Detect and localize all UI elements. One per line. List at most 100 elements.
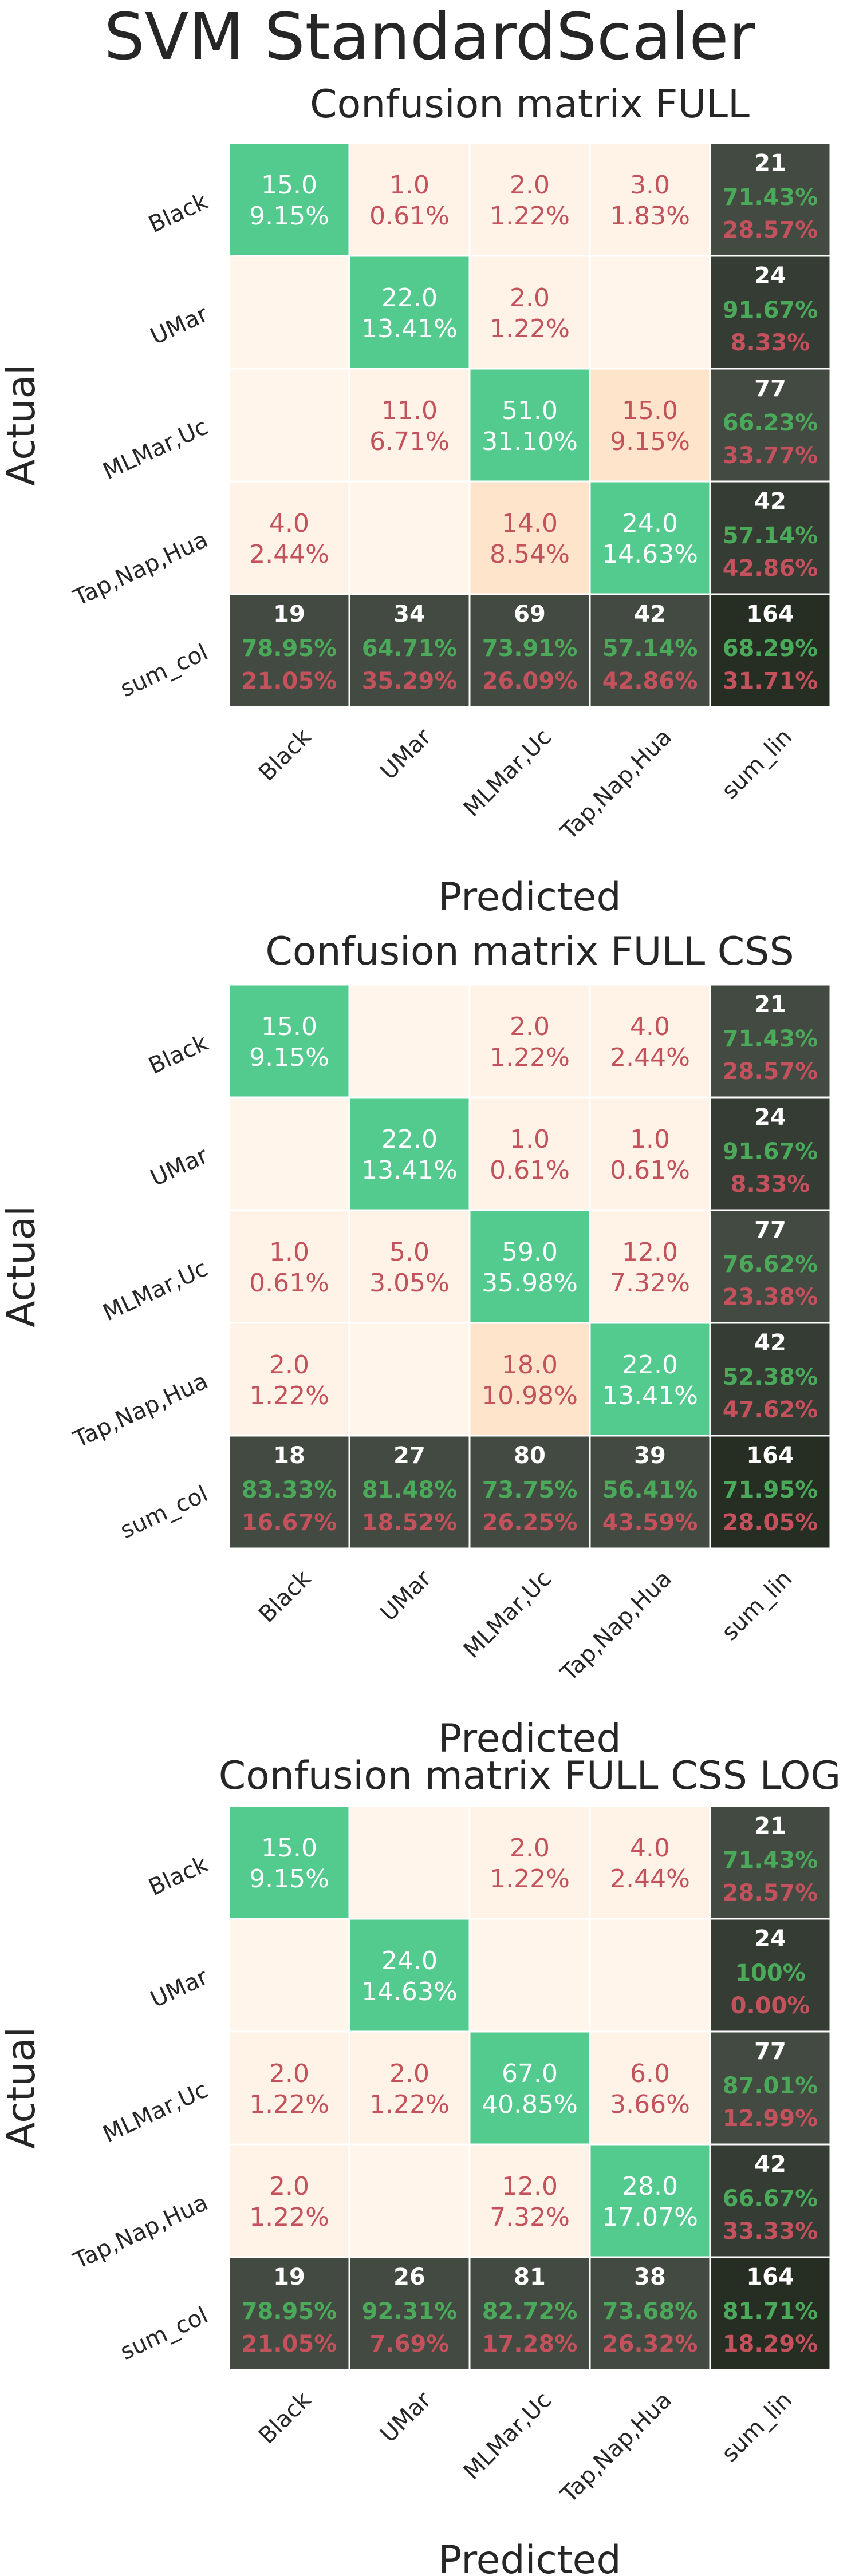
- x-tick-label: MLMar,Uc: [459, 724, 557, 822]
- y-tick-label: Black: [145, 1851, 212, 1901]
- matrix-cell: [350, 482, 469, 594]
- cell-percent-label: 0.61%: [369, 202, 450, 231]
- y-axis-label: Actual: [0, 364, 44, 486]
- cell-background: [230, 2032, 349, 2144]
- margin-total-label: 19: [273, 2264, 305, 2290]
- margin-cell: 69 73.91% 26.09%: [470, 595, 589, 706]
- margin-cell: 19 78.95% 21.05%: [230, 595, 349, 706]
- cell-background: [470, 2032, 589, 2144]
- matrix-cell: [230, 256, 349, 368]
- matrix-cell: 4.02.44%: [230, 482, 349, 594]
- cell-background: [350, 256, 469, 368]
- cell-background: [470, 2145, 589, 2257]
- margin-error-label: 28.57%: [723, 1880, 818, 1906]
- cell-count-label: 2.0: [510, 1012, 550, 1041]
- margin-cell-background: [711, 1436, 830, 1548]
- cell-count-label: 1.0: [389, 171, 430, 200]
- margin-cell-background: [711, 985, 830, 1097]
- margin-cell: 39 56.41% 43.59%: [590, 1436, 710, 1548]
- confusion-matrix-panel-1: Confusion matrix FULL 15.0 9.15% 1.0 0.61% 2.…: [0, 74, 859, 922]
- margin-error-label: 16.67%: [242, 1510, 337, 1536]
- margin-error-label: 17.28%: [482, 2331, 578, 2357]
- cell-percent-label: 10.98%: [482, 1381, 578, 1411]
- y-tick-label: sum_col: [116, 1481, 212, 1544]
- cell-background: [470, 1807, 589, 1918]
- cell-percent-label: 1.22%: [249, 1381, 329, 1411]
- cell-background: [350, 144, 469, 255]
- cell-background: [470, 1211, 589, 1322]
- y-tick-label: Tap,Nap,Hua: [69, 2190, 212, 2275]
- cell-percent-label: 9.15%: [249, 202, 329, 231]
- x-tick-label: Black: [254, 2387, 317, 2449]
- margin-cell-background: [711, 1211, 830, 1322]
- cell-count-label: 15.0: [261, 1834, 317, 1863]
- cell-background: [350, 369, 469, 481]
- margin-cell: 164 68.29% 31.71%: [711, 595, 830, 706]
- cell-count-label: 2.0: [510, 1834, 550, 1863]
- cell-count-label: 12.0: [502, 2172, 558, 2201]
- confusion-matrix-chart-1: Confusion matrix FULL15.09.15%1.00.61%2.…: [0, 82, 830, 920]
- y-tick-label: sum_col: [116, 2302, 212, 2365]
- cell-background: [590, 1211, 710, 1322]
- margin-total-label: 164: [746, 601, 794, 627]
- cell-percent-label: 3.05%: [369, 1269, 450, 1298]
- x-axis-label: Predicted: [438, 875, 621, 920]
- margin-cell: 24 91.67% 8.33%: [711, 1098, 830, 1210]
- margin-error-label: 23.38%: [723, 1284, 818, 1310]
- margin-error-label: 18.29%: [723, 2331, 818, 2357]
- cell-background: [230, 256, 349, 368]
- cell-background: [470, 985, 589, 1097]
- margin-correct-label: 76.62%: [723, 1251, 818, 1278]
- cell-percent-label: 1.22%: [490, 314, 570, 343]
- margin-cell: 80 73.75% 26.25%: [470, 1436, 589, 1548]
- matrix-cell: 15.09.15%: [230, 1807, 349, 1918]
- matrix-cell: 12.07.32%: [590, 1211, 710, 1322]
- matrix-cell: 18.010.98%: [470, 1323, 589, 1435]
- matrix-cell: [230, 1919, 349, 2031]
- margin-total-label: 24: [754, 1104, 786, 1131]
- margin-correct-label: 100%: [735, 1960, 806, 1986]
- margin-cell-background: [350, 2258, 469, 2369]
- margin-correct-label: 52.38%: [723, 1364, 818, 1390]
- margin-total-label: 21: [754, 1813, 786, 1839]
- cell-count-label: 1.0: [269, 1238, 309, 1267]
- confusion-matrix-panel-2: Confusion matrix FULL CSS 15.0 9.15% 2.0 1.2…: [0, 922, 859, 1757]
- margin-total-label: 81: [514, 2264, 546, 2290]
- cell-percent-label: 13.41%: [361, 1156, 458, 1185]
- margin-cell: 18 83.33% 16.67%: [230, 1436, 349, 1548]
- margin-total-label: 27: [393, 1443, 425, 1469]
- cell-percent-label: 0.61%: [249, 1269, 329, 1298]
- margin-correct-label: 78.95%: [242, 2298, 337, 2325]
- x-tick-label: MLMar,Uc: [459, 1566, 557, 1664]
- cell-background: [230, 985, 349, 1097]
- margin-correct-label: 57.14%: [602, 635, 698, 662]
- matrix-cell: 2.01.22%: [230, 2145, 349, 2257]
- figure-title: SVM StandardScaler: [104, 0, 755, 74]
- cell-background: [590, 1098, 710, 1210]
- margin-total-label: 77: [754, 376, 786, 402]
- matrix-cell: 4.02.44%: [590, 1807, 710, 1918]
- margin-cell-background: [230, 2258, 349, 2369]
- cell-count-label: 24.0: [622, 509, 678, 538]
- cell-count-label: 24.0: [381, 1946, 438, 1976]
- margin-total-label: 42: [754, 2151, 786, 2178]
- matrix-cell: 11.06.71%: [350, 369, 469, 481]
- cell-percent-label: 2.44%: [249, 540, 329, 569]
- chart-title: Confusion matrix FULL CSS LOG: [219, 1757, 841, 1799]
- cell-percent-label: 31.10%: [482, 427, 578, 456]
- margin-total-label: 42: [634, 601, 666, 627]
- cell-percent-label: 1.22%: [249, 2090, 329, 2119]
- margin-total-label: 77: [754, 1217, 786, 1243]
- cell-percent-label: 1.22%: [490, 1043, 570, 1072]
- margin-cell: 24 91.67% 8.33%: [711, 256, 830, 368]
- cell-background: [590, 2032, 710, 2144]
- x-tick-label: UMar: [375, 1565, 436, 1626]
- cell-background: [230, 1807, 349, 1918]
- margin-error-label: 0.00%: [731, 1993, 810, 2019]
- matrix-cell: 5.03.05%: [350, 1211, 469, 1322]
- margin-error-label: 35.29%: [362, 668, 458, 694]
- cell-background: [350, 1211, 469, 1322]
- matrix-cell: [590, 1919, 710, 2031]
- margin-error-label: 31.71%: [723, 668, 818, 694]
- margin-correct-label: 73.91%: [482, 635, 578, 662]
